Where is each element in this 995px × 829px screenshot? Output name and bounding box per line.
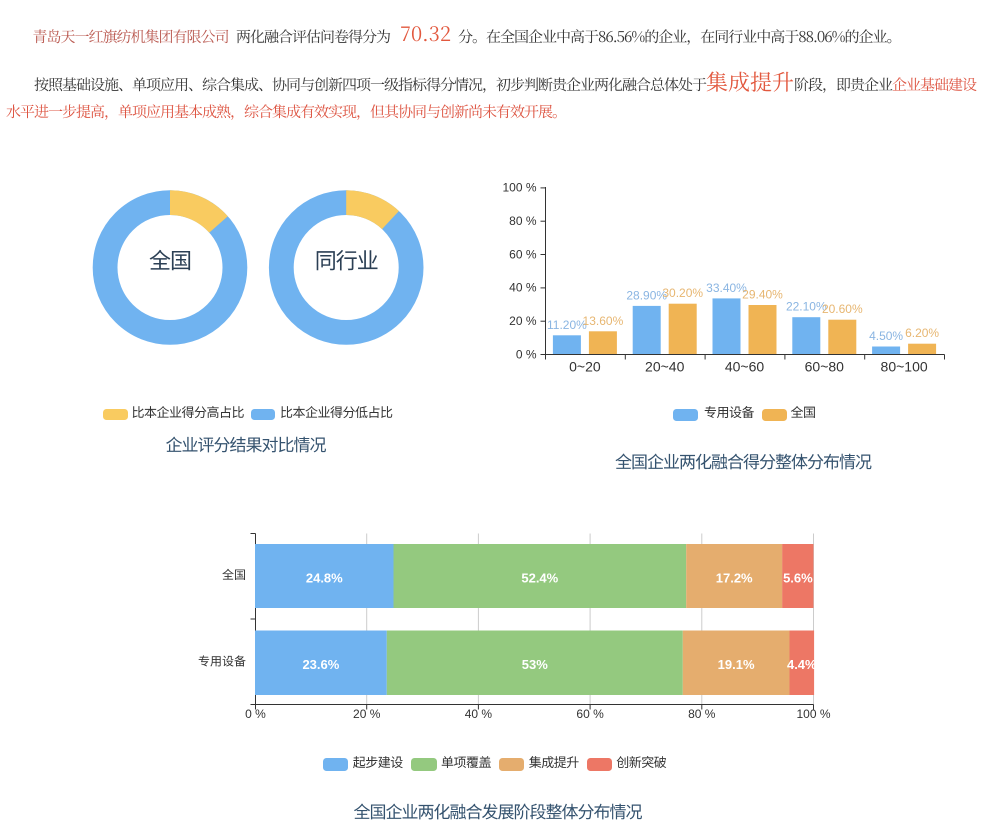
svg-text:40 %: 40 % <box>465 707 493 721</box>
svg-text:专用设备: 专用设备 <box>198 655 246 669</box>
svg-text:40~60: 40~60 <box>725 359 765 375</box>
svg-text:60 %: 60 % <box>509 247 537 261</box>
svg-text:60~80: 60~80 <box>805 359 845 375</box>
svg-text:5.6%: 5.6% <box>783 571 813 586</box>
svg-text:60 %: 60 % <box>576 707 604 721</box>
svg-text:29.40%: 29.40% <box>742 288 783 302</box>
svg-text:53%: 53% <box>522 657 548 672</box>
svg-text:80 %: 80 % <box>509 214 537 228</box>
svg-text:100 %: 100 % <box>796 707 830 721</box>
svg-text:20 %: 20 % <box>509 314 537 328</box>
svg-text:20 %: 20 % <box>353 707 381 721</box>
svg-text:22.10%: 22.10% <box>786 300 827 314</box>
svg-text:全国: 全国 <box>149 248 191 273</box>
svg-text:23.6%: 23.6% <box>302 657 339 672</box>
svg-text:全国: 全国 <box>222 568 246 582</box>
svg-text:13.60%: 13.60% <box>583 314 624 328</box>
svg-text:80 %: 80 % <box>688 707 716 721</box>
svg-text:0 %: 0 % <box>516 347 537 361</box>
svg-text:24.8%: 24.8% <box>306 571 343 586</box>
svg-text:4.4%: 4.4% <box>787 657 817 672</box>
svg-text:52.4%: 52.4% <box>521 571 558 586</box>
svg-text:17.2%: 17.2% <box>716 571 753 586</box>
svg-text:11.20%: 11.20% <box>547 318 587 332</box>
svg-text:4.50%: 4.50% <box>869 329 903 343</box>
svg-text:19.1%: 19.1% <box>718 657 755 672</box>
svg-text:100 %: 100 % <box>502 181 536 195</box>
svg-text:30.20%: 30.20% <box>662 286 703 300</box>
svg-text:0 %: 0 % <box>245 707 266 721</box>
svg-text:0~20: 0~20 <box>569 359 601 375</box>
svg-text:同行业: 同行业 <box>315 248 378 273</box>
svg-text:6.20%: 6.20% <box>905 326 939 340</box>
svg-text:33.40%: 33.40% <box>706 281 747 295</box>
svg-text:20~40: 20~40 <box>645 359 685 375</box>
svg-text:40 %: 40 % <box>509 281 537 295</box>
svg-text:20.60%: 20.60% <box>822 302 863 316</box>
svg-text:80~100: 80~100 <box>881 359 928 375</box>
svg-text:28.90%: 28.90% <box>626 288 667 302</box>
